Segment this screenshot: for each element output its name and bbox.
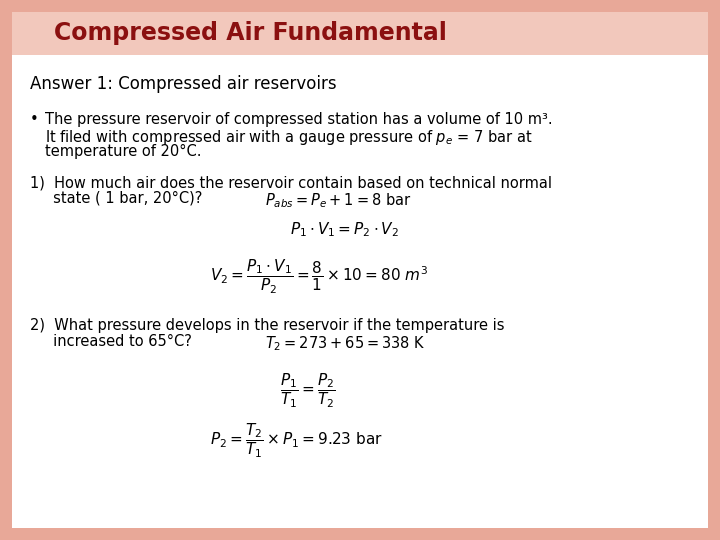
Text: Answer 1: Compressed air reservoirs: Answer 1: Compressed air reservoirs [30,75,337,93]
Text: state ( 1 bar, 20°C)?: state ( 1 bar, 20°C)? [30,191,202,206]
Text: •: • [30,112,39,127]
Text: The pressure reservoir of compressed station has a volume of 10 m³.: The pressure reservoir of compressed sta… [45,112,553,127]
Text: $P_2 = \dfrac{T_2}{T_1} \times P_1 = 9.23$ bar: $P_2 = \dfrac{T_2}{T_1} \times P_1 = 9.2… [210,422,383,460]
Text: $T_2 = 273 + 65 = 338$ K: $T_2 = 273 + 65 = 338$ K [265,334,426,353]
Text: 2)  What pressure develops in the reservoir if the temperature is: 2) What pressure develops in the reservo… [30,318,505,333]
Text: $V_2 = \dfrac{P_1 \cdot V_1}{P_2} = \dfrac{8}{1} \times 10 = 80\ m^3$: $V_2 = \dfrac{P_1 \cdot V_1}{P_2} = \dfr… [210,258,428,296]
Text: Compressed Air Fundamental: Compressed Air Fundamental [54,22,447,45]
Text: temperature of 20°C.: temperature of 20°C. [45,144,202,159]
Text: $P_{abs} = P_e + 1 = 8$ bar: $P_{abs} = P_e + 1 = 8$ bar [265,191,411,210]
Text: It filed with compressed air with a gauge pressure of $p_e$ = 7 bar at: It filed with compressed air with a gaug… [45,128,533,147]
Text: 1)  How much air does the reservoir contain based on technical normal: 1) How much air does the reservoir conta… [30,175,552,190]
Text: $P_1 \cdot V_1 = P_2 \cdot V_2$: $P_1 \cdot V_1 = P_2 \cdot V_2$ [290,220,399,239]
Text: $\dfrac{P_1}{T_1} = \dfrac{P_2}{T_2}$: $\dfrac{P_1}{T_1} = \dfrac{P_2}{T_2}$ [280,372,336,410]
Circle shape [621,455,675,509]
Text: increased to 65°C?: increased to 65°C? [30,334,192,349]
